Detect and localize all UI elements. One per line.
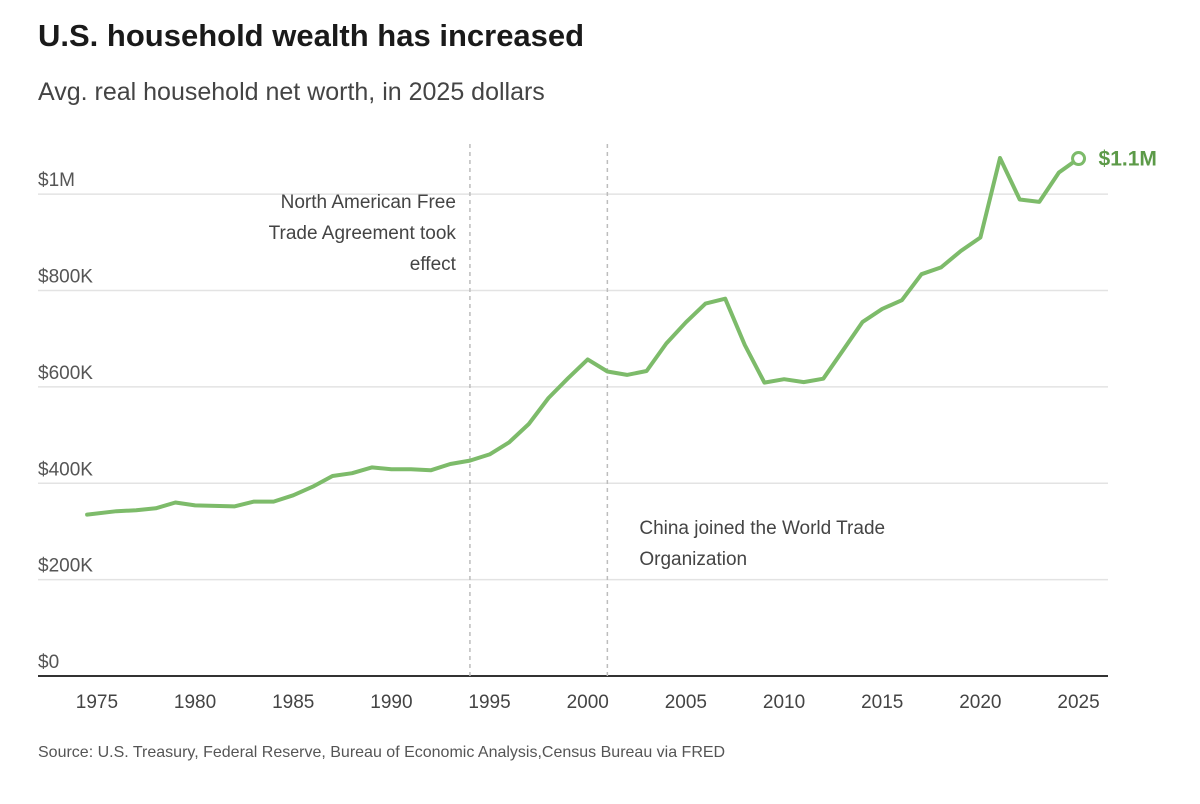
x-tick-label: 1975: [76, 692, 118, 713]
x-tick-label: 2025: [1057, 692, 1099, 713]
event-annotation-line: Organization: [639, 549, 747, 570]
y-tick-label: $800K: [38, 267, 93, 288]
event-annotation: China joined the World Trade Organization: [639, 518, 885, 570]
x-tick-label: 2005: [665, 692, 707, 713]
end-value-label: $1.1M: [1099, 148, 1157, 171]
x-tick-label: 1980: [174, 692, 216, 713]
x-tick-label: 1995: [468, 692, 510, 713]
y-tick-label: $1M: [38, 170, 75, 191]
y-tick-label: $0: [38, 652, 59, 673]
source-note: Source: U.S. Treasury, Federal Reserve, …: [38, 744, 726, 761]
event-annotation: North American Free Trade Agreement took e…: [269, 192, 457, 275]
event-annotation-line: effect: [410, 254, 457, 275]
event-annotation-line: Trade Agreement took: [269, 223, 457, 244]
x-tick-label: 2010: [763, 692, 805, 713]
x-tick-label: 1985: [272, 692, 314, 713]
event-annotation-line: China joined the World Trade: [639, 518, 885, 539]
line-chart: $0 $200K $400K $600K $800K $1M 1975 1980 1985 199…: [38, 144, 1157, 713]
x-tick-label: 2015: [861, 692, 903, 713]
y-tick-label: $600K: [38, 363, 93, 384]
y-tick-label: $200K: [38, 556, 93, 577]
x-tick-label: 1990: [370, 692, 412, 713]
x-tick-label: 2000: [567, 692, 609, 713]
x-tick-label: 2020: [959, 692, 1001, 713]
wealth-series-line: [85, 156, 1081, 517]
end-point-marker: [1071, 151, 1087, 167]
chart-title: U.S. household wealth has increased: [38, 18, 585, 53]
event-annotation-line: North American Free: [281, 192, 456, 213]
y-tick-label: $400K: [38, 459, 93, 480]
chart-subtitle: Avg. real household net worth, in 2025 d…: [38, 78, 545, 106]
